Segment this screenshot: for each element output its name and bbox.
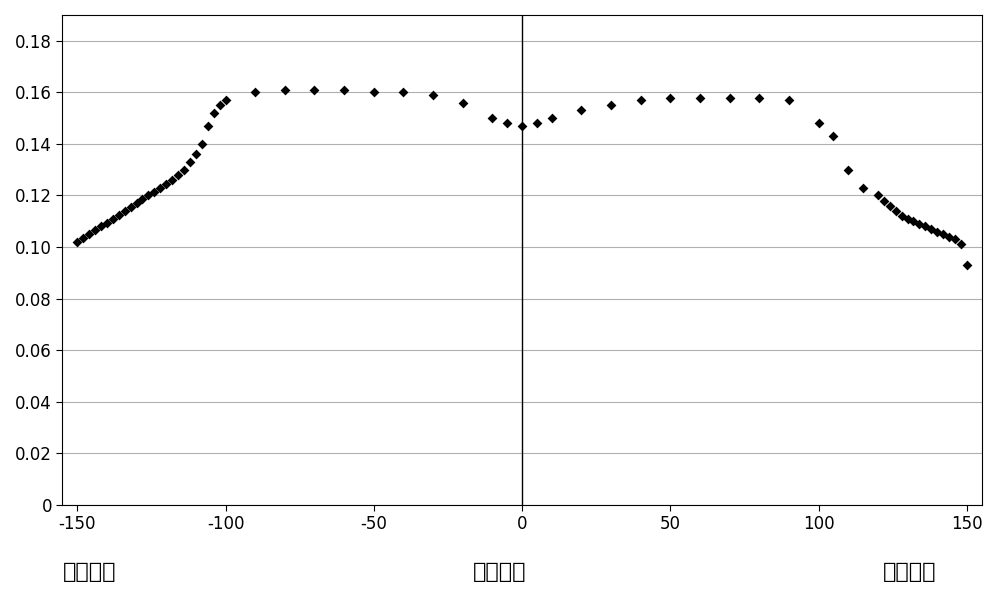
Point [662,93,678,103]
Point [722,93,738,103]
Point [194,139,210,148]
Point [882,201,898,210]
Point [425,90,441,100]
Point [81,229,97,239]
Point [825,132,841,141]
Point [218,95,234,105]
Point [87,225,103,235]
Point [947,235,963,244]
Point [953,240,969,249]
Point [499,119,515,128]
Point [134,194,150,204]
Point [455,98,471,107]
Text: 晶片边缘: 晶片边缘 [883,562,937,582]
Point [247,88,263,97]
Point [900,214,916,224]
Point [840,165,856,175]
Point [751,93,767,103]
Point [941,232,957,241]
Point [888,206,904,216]
Point [140,191,156,200]
Point [894,212,910,221]
Point [158,179,174,189]
Point [603,101,619,110]
Point [170,170,186,179]
Point [923,224,939,234]
Point [855,183,871,193]
Point [573,105,589,115]
Point [117,206,133,216]
Point [959,260,975,270]
Point [911,219,927,229]
Point [182,157,198,167]
Point [633,95,649,105]
Point [366,88,382,97]
Point [544,113,560,123]
Point [692,93,708,103]
Point [514,121,530,131]
Point [188,150,204,159]
Point [164,175,180,185]
Point [395,88,411,97]
Point [152,183,168,193]
Point [123,202,139,212]
Text: 晶片边缘: 晶片边缘 [63,562,117,582]
Point [105,214,121,224]
Point [111,210,127,219]
Point [69,237,85,247]
Point [176,165,192,175]
Point [200,121,216,131]
Point [876,196,892,206]
Point [917,222,933,231]
Point [781,95,797,105]
Point [212,101,228,110]
Text: 晶片中心: 晶片中心 [473,562,527,582]
Point [811,119,827,128]
Point [146,187,162,197]
Point [129,198,145,208]
Point [306,85,322,95]
Point [529,119,545,128]
Point [905,216,921,226]
Point [336,85,352,95]
Point [206,108,222,118]
Point [484,113,500,123]
Point [75,233,91,243]
Point [929,227,945,237]
Point [277,85,293,95]
Point [93,222,109,231]
Point [870,191,886,200]
Point [99,218,115,227]
Point [935,229,951,239]
